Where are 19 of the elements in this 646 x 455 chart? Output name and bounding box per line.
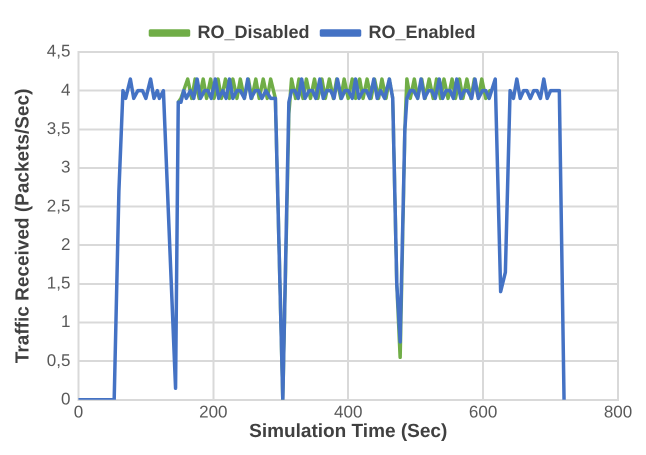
- x-tick-label: 600: [468, 402, 498, 422]
- x-tick-label: 0: [74, 402, 84, 422]
- y-tick-label: 3,5: [46, 118, 70, 138]
- y-axis-title: Traffic Received (Packets/Sec): [12, 88, 34, 364]
- x-tick-label: 400: [334, 402, 362, 422]
- x-tick-label: 200: [199, 402, 228, 422]
- legend-label: RO_Enabled: [368, 22, 476, 42]
- legend-label: RO_Disabled: [197, 22, 310, 42]
- y-tick-label: 4: [60, 80, 70, 100]
- y-tick-label: 0,5: [46, 350, 70, 370]
- y-tick-label: 0: [60, 389, 70, 408]
- y-tick-label: 1,5: [46, 274, 70, 293]
- x-axis-title: Simulation Time (Sec): [249, 420, 448, 442]
- y-tick-label: 1: [60, 312, 70, 332]
- y-tick-label: 4,5: [46, 42, 70, 61]
- x-tick-label: 800: [604, 402, 632, 422]
- y-tick-label: 2,5: [46, 196, 70, 216]
- y-tick-label: 2: [60, 234, 70, 254]
- y-tick-label: 3: [60, 158, 70, 177]
